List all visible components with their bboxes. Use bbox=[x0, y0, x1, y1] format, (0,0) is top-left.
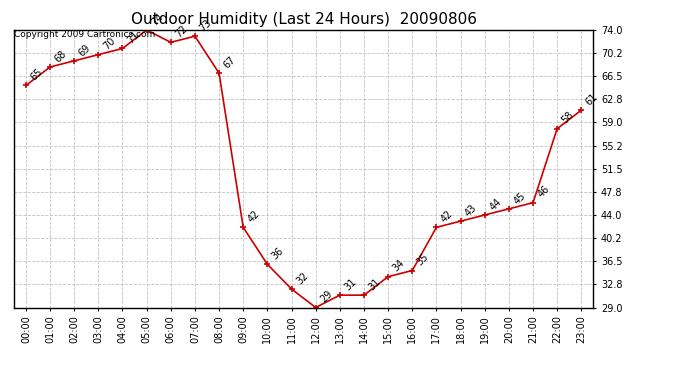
Text: 72: 72 bbox=[174, 24, 190, 39]
Text: 31: 31 bbox=[343, 277, 358, 292]
Text: 70: 70 bbox=[101, 36, 117, 52]
Text: 36: 36 bbox=[270, 246, 286, 261]
Text: 61: 61 bbox=[584, 92, 600, 107]
Text: 42: 42 bbox=[246, 209, 262, 225]
Text: 67: 67 bbox=[222, 55, 237, 70]
Text: 34: 34 bbox=[391, 258, 406, 274]
Text: 44: 44 bbox=[488, 196, 503, 212]
Text: 45: 45 bbox=[512, 190, 527, 206]
Text: 69: 69 bbox=[77, 42, 92, 58]
Text: 71: 71 bbox=[126, 30, 141, 46]
Text: 31: 31 bbox=[367, 277, 382, 292]
Text: 74: 74 bbox=[150, 11, 165, 27]
Text: 68: 68 bbox=[53, 48, 68, 64]
Text: 35: 35 bbox=[415, 252, 431, 268]
Text: 32: 32 bbox=[295, 270, 310, 286]
Text: Copyright 2009 Cartronics.com: Copyright 2009 Cartronics.com bbox=[14, 30, 155, 39]
Title: Outdoor Humidity (Last 24 Hours)  20090806: Outdoor Humidity (Last 24 Hours) 2009080… bbox=[130, 12, 477, 27]
Text: 58: 58 bbox=[560, 110, 575, 126]
Text: 42: 42 bbox=[440, 209, 455, 225]
Text: 73: 73 bbox=[198, 18, 213, 33]
Text: 65: 65 bbox=[29, 67, 44, 83]
Text: 46: 46 bbox=[536, 184, 551, 200]
Text: 29: 29 bbox=[319, 289, 334, 305]
Text: 43: 43 bbox=[464, 202, 479, 218]
